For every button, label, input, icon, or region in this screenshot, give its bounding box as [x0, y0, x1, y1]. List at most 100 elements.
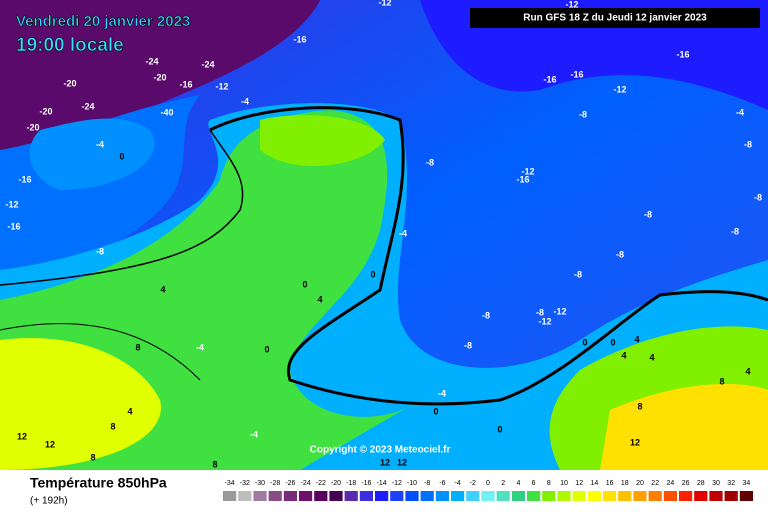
scale-label: 12: [575, 480, 583, 487]
contour-label: -12: [521, 166, 534, 176]
scale-label: -20: [331, 480, 341, 487]
contour-label: -20: [26, 122, 39, 132]
contour-label: -24: [145, 56, 158, 66]
scale-label: 8: [547, 480, 551, 487]
contour-label: -16: [543, 74, 556, 84]
scale-label: 0: [486, 480, 490, 487]
scale-swatch: [557, 491, 571, 501]
contour-label: -8: [744, 139, 752, 149]
scale-swatch: [603, 491, 617, 501]
scale-swatch: [405, 491, 419, 501]
scale-label: -2: [470, 480, 476, 487]
contour-label: 0: [610, 337, 615, 347]
scale-swatch: [375, 491, 389, 501]
contour-label: 4: [621, 350, 626, 360]
contour-label: 0: [497, 424, 502, 434]
contour-label: 0: [370, 269, 375, 279]
contour-label: -16: [293, 34, 306, 44]
scale-swatch: [329, 491, 343, 501]
scale-label: 4: [516, 480, 520, 487]
scale-swatch: [709, 491, 723, 501]
contour-label: 4: [127, 406, 132, 416]
contour-label: 12: [45, 439, 55, 449]
scale-label: -6: [439, 480, 445, 487]
scale-swatch: [466, 491, 480, 501]
contour-label: -8: [96, 246, 104, 256]
contour-label: -8: [616, 249, 624, 259]
contour-label: 8: [90, 452, 95, 462]
scale-label: 32: [727, 480, 735, 487]
scale-label: -10: [407, 480, 417, 487]
scale-label: -14: [377, 480, 387, 487]
contour-label: 0: [582, 337, 587, 347]
contour-label: 8: [212, 459, 217, 469]
scale-swatch: [223, 491, 237, 501]
contour-label: 12: [380, 457, 390, 467]
scale-swatch: [390, 491, 404, 501]
scale-label: -12: [392, 480, 402, 487]
scale-swatch: [481, 491, 495, 501]
contour-label: 12: [630, 437, 640, 447]
scale-swatch: [496, 491, 510, 501]
scale-swatch: [739, 491, 753, 501]
scale-swatch: [724, 491, 738, 501]
contour-label: 8: [719, 376, 724, 386]
scale-label: -34: [225, 480, 235, 487]
contour-label: -16: [676, 49, 689, 59]
contour-label: -12: [5, 199, 18, 209]
contour-label: -12: [215, 81, 228, 91]
run-text: Run GFS 18 Z du Jeudi 12 janvier 2023: [523, 13, 707, 24]
scale-swatch: [633, 491, 647, 501]
contour-label: 4: [649, 352, 654, 362]
scale-swatch: [618, 491, 632, 501]
contour-label: -16: [7, 221, 20, 231]
scale-swatch: [435, 491, 449, 501]
contour-label: 4: [160, 284, 165, 294]
contour-label: -20: [39, 106, 52, 116]
scale-swatch: [283, 491, 297, 501]
contour-label: -4: [241, 96, 249, 106]
footer-title: Température 850hPa: [30, 475, 167, 491]
contour-label: -12: [538, 316, 551, 326]
contour-label: 12: [397, 457, 407, 467]
contour-label: -12: [565, 0, 578, 9]
contour-label: -8: [579, 109, 587, 119]
copyright: Copyright © 2023 Meteociel.fr: [310, 445, 451, 456]
contour-label: -8: [482, 310, 490, 320]
contour-label: -4: [250, 429, 258, 439]
contour-label: -8: [574, 269, 582, 279]
scale-label: -8: [424, 480, 430, 487]
contour-label: -12: [613, 84, 626, 94]
contour-label: 4: [745, 366, 750, 376]
contour-label: 0: [302, 279, 307, 289]
contour-label: -16: [179, 79, 192, 89]
scale-label: 16: [606, 480, 614, 487]
scale-swatch: [359, 491, 373, 501]
date-text: Vendredi 20 janvier 2023: [16, 13, 190, 30]
contour-label: -40: [160, 107, 173, 117]
scale-swatch: [451, 491, 465, 501]
scale-label: -26: [285, 480, 295, 487]
contour-label: -8: [754, 192, 762, 202]
scale-label: 30: [712, 480, 720, 487]
scale-label: -28: [270, 480, 280, 487]
contour-label: -24: [81, 101, 94, 111]
scale-label: -32: [240, 480, 250, 487]
contour-label: 0: [119, 151, 124, 161]
contour-label: 8: [637, 401, 642, 411]
scale-label: -22: [316, 480, 326, 487]
scale-label: 20: [636, 480, 644, 487]
contour-label: -16: [516, 174, 529, 184]
scale-swatch: [238, 491, 252, 501]
contour-labels: -16-24 -24-20-16 -12-20-24-20-20-4-40-40-1…: [5, 0, 762, 469]
scale-label: 26: [682, 480, 690, 487]
contour-label: -8: [464, 340, 472, 350]
color-scale: -34 -32 -30 -28 -26 -24 -22 -20 -18 -16 -14 -12 -10-…: [223, 480, 753, 501]
contour-label: 0: [433, 406, 438, 416]
scale-label: 2: [501, 480, 505, 487]
scale-swatch: [694, 491, 708, 501]
run-box: [470, 8, 760, 28]
contour-label: -24: [201, 59, 214, 69]
contour-label: -4: [196, 342, 204, 352]
